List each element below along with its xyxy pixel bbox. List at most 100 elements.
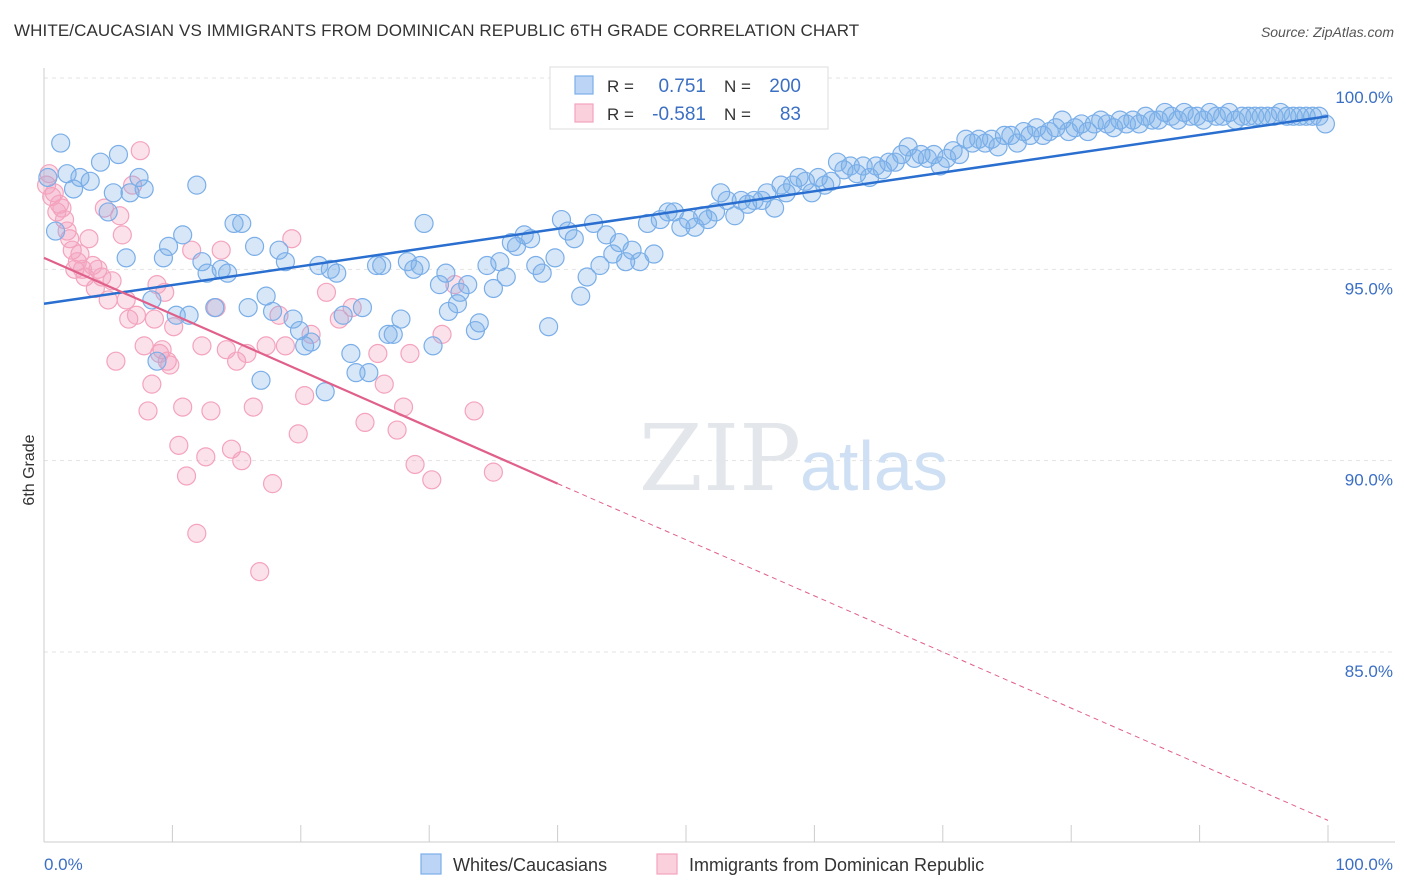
data-point-whites — [622, 240, 642, 260]
stats-legend: R = 0.751 N = 200 R = -0.581 N = 83 — [549, 66, 829, 130]
data-point-whites — [410, 255, 430, 276]
data-point-whites — [366, 255, 387, 276]
data-point-whites — [808, 167, 828, 188]
data-point-dominican — [79, 229, 99, 249]
data-point-whites — [930, 156, 950, 176]
data-point-dominican — [211, 240, 231, 260]
data-point-whites — [545, 248, 565, 268]
data-point-dominican — [243, 397, 263, 417]
data-point-whites — [577, 267, 597, 287]
data-point-whites — [205, 298, 225, 318]
data-point-dominican — [152, 340, 172, 360]
trend-lines — [43, 115, 1329, 821]
data-point-whites — [158, 236, 179, 256]
data-point-whites — [1219, 102, 1239, 123]
data-point-dominican — [288, 424, 308, 444]
data-point-whites — [1206, 106, 1226, 126]
data-point-whites — [564, 229, 584, 249]
data-point-dominican — [47, 202, 67, 222]
watermark-zip: ZIP — [639, 405, 801, 512]
x-tick-label-min: 0.0% — [44, 855, 83, 874]
data-point-whites — [187, 175, 207, 195]
data-point-dominican — [70, 244, 90, 264]
data-point-whites — [197, 263, 217, 283]
data-point-dominican — [464, 401, 484, 421]
data-point-dominican — [232, 451, 252, 471]
data-point-dominican — [130, 141, 150, 161]
data-point-whites — [301, 332, 321, 352]
stats-n-label-1: N = — [724, 77, 751, 96]
stats-n-label-2: N = — [724, 105, 751, 124]
data-point-dominican — [160, 355, 180, 375]
data-point-whites — [496, 267, 516, 287]
data-point-dominican — [192, 336, 212, 356]
data-point-dominican — [138, 401, 158, 421]
data-point-whites — [885, 152, 905, 172]
data-point-dominican — [405, 454, 425, 475]
y-tick-label: 90.0% — [1345, 471, 1393, 490]
data-point-dominican — [164, 317, 184, 337]
data-point-dominican — [355, 412, 375, 432]
data-point-dominican — [112, 225, 132, 245]
data-point-whites — [414, 213, 434, 234]
data-point-whites — [63, 179, 84, 199]
data-point-whites — [1026, 118, 1047, 138]
legend-swatch-whites — [420, 853, 442, 875]
data-point-whites — [341, 343, 361, 364]
data-point-whites — [218, 263, 238, 283]
data-point-whites — [275, 252, 295, 272]
data-point-whites — [238, 298, 258, 318]
data-point-whites — [315, 382, 335, 402]
data-point-whites — [847, 164, 867, 184]
data-point-whites — [244, 236, 265, 256]
y-axis-label: 6th Grade — [21, 434, 38, 505]
data-point-dominican — [368, 343, 388, 364]
source-credit: Source: ZipAtlas.com — [1260, 24, 1394, 40]
data-point-whites — [827, 152, 848, 172]
data-point-whites — [1129, 114, 1149, 134]
data-point-dominican — [122, 175, 143, 195]
data-point-dominican — [36, 175, 57, 195]
watermark-atlas: atlas — [800, 427, 948, 505]
data-point-whites — [269, 240, 289, 260]
data-point-whites — [90, 152, 111, 172]
data-point-whites — [1001, 125, 1021, 145]
stats-r-label-2: R = — [607, 105, 634, 124]
data-point-whites — [423, 336, 443, 356]
stats-swatch-pink — [574, 103, 594, 123]
data-point-whites — [38, 167, 58, 188]
legend-swatch-dominican — [656, 853, 678, 875]
data-point-dominican — [329, 309, 349, 329]
data-point-whites — [981, 129, 1002, 149]
data-point-whites — [1103, 118, 1124, 138]
data-point-whites — [436, 263, 456, 283]
data-point-whites — [116, 248, 136, 268]
data-point-dominican — [201, 401, 221, 421]
data-point-whites — [450, 282, 470, 302]
x-tick-label-max: 100.0% — [1335, 855, 1393, 874]
axes — [43, 68, 1395, 843]
legend-label-dominican: Immigrants from Dominican Republic — [689, 855, 984, 875]
data-point-whites — [192, 252, 212, 272]
data-point-whites — [134, 179, 154, 199]
data-point-dominican — [275, 336, 295, 356]
data-point-whites — [378, 324, 398, 344]
data-point-dominican — [387, 420, 407, 440]
data-point-whites — [469, 313, 489, 333]
stats-n-value-2: 83 — [780, 104, 801, 125]
data-point-whites — [147, 351, 167, 371]
data-point-whites — [429, 275, 450, 295]
gridlines — [44, 77, 1395, 653]
data-point-dominican — [173, 397, 193, 417]
data-point-dominican — [483, 462, 503, 482]
data-point-whites — [458, 275, 478, 295]
data-point-whites — [532, 263, 552, 283]
data-point-whites — [70, 167, 90, 188]
data-point-whites — [1168, 110, 1188, 130]
data-point-dominican — [134, 336, 154, 356]
data-point-dominican — [282, 229, 302, 249]
data-point-whites — [327, 263, 347, 283]
data-point-whites — [924, 144, 944, 165]
data-point-whites — [45, 221, 66, 241]
data-point-dominican — [400, 343, 420, 364]
